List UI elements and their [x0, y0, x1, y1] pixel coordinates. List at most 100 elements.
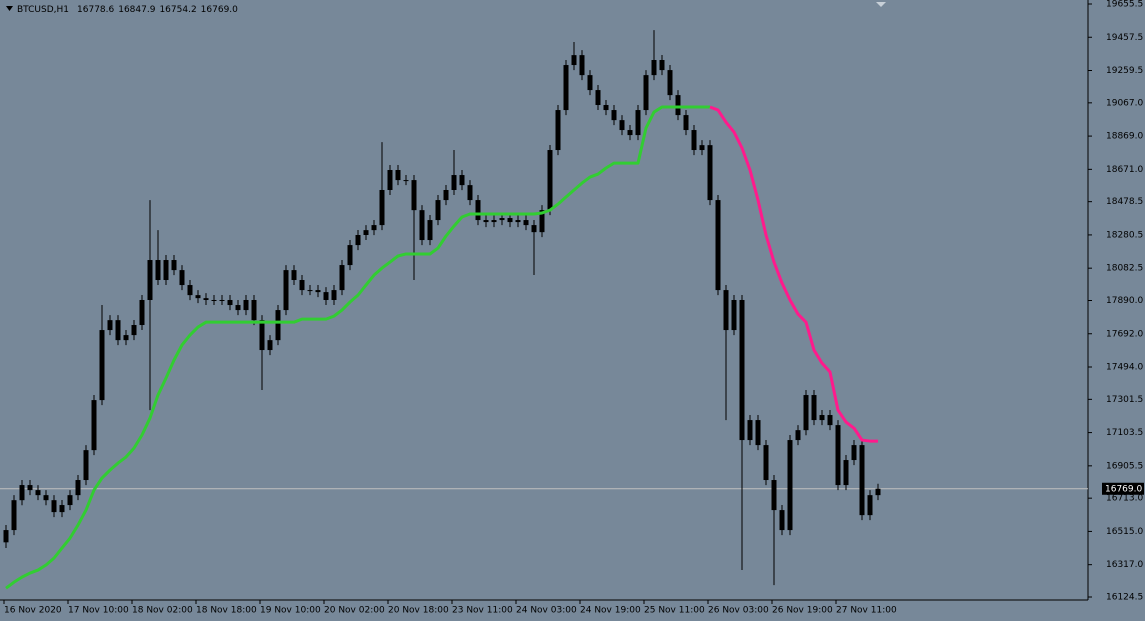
candle-body [651, 60, 657, 76]
candle-body [211, 299, 217, 301]
candle-body [219, 299, 225, 301]
x-tick-label: 23 Nov 11:00 [452, 606, 513, 616]
candle-body [491, 220, 497, 223]
last-price-box [1102, 482, 1144, 495]
candle-body [307, 290, 313, 292]
candle-body [11, 500, 17, 531]
candle-body [555, 110, 561, 151]
candle-body [187, 285, 193, 296]
symbol-arrow [6, 6, 13, 11]
candle-body [371, 225, 377, 231]
candle-body [419, 210, 425, 241]
candle-body [731, 299, 737, 331]
candle-body [659, 60, 665, 71]
candle-body [579, 55, 585, 76]
chart-header: BTCUSD,H1 16778.6 16847.9 16754.2 16769.0 [17, 5, 238, 15]
candle-body [107, 320, 113, 331]
y-tick-label: 16515.0 [1106, 527, 1143, 537]
candle-body [755, 420, 761, 446]
candle-body [395, 170, 401, 181]
candle-body [523, 220, 529, 226]
candle-body [347, 245, 353, 266]
candle-body [691, 130, 697, 151]
candle-body [843, 460, 849, 486]
candle-body [811, 395, 817, 421]
candle-body [803, 395, 809, 431]
candle-body [411, 180, 417, 211]
candle-body [875, 488, 881, 496]
x-tick-label: 18 Nov 18:00 [196, 606, 257, 616]
x-tick-label: 16 Nov 2020 [4, 606, 62, 616]
y-tick-label: 18280.5 [1106, 230, 1143, 240]
candle-body [443, 189, 449, 201]
y-tick-label: 17301.5 [1106, 395, 1143, 405]
x-tick-label: 19 Nov 10:00 [260, 606, 321, 616]
candle-body [203, 298, 209, 300]
y-tick-label: 17103.5 [1106, 428, 1143, 438]
candle-body [315, 290, 321, 293]
candle-body [339, 265, 345, 291]
x-tick-label: 24 Nov 03:00 [516, 606, 577, 616]
candle-body [515, 220, 521, 223]
candle-body [787, 440, 793, 531]
candle-body [291, 270, 297, 281]
candle-body [379, 189, 385, 226]
candle-body [323, 292, 329, 300]
candle-body [355, 235, 361, 246]
y-tick-label: 16317.0 [1106, 560, 1143, 570]
candle-body [611, 110, 617, 121]
candle-body [115, 320, 121, 341]
candle-body [163, 260, 169, 281]
y-tick-label: 18671.0 [1106, 165, 1143, 175]
symbol: BTCUSD,H1 [17, 5, 69, 15]
header-value: 16847.9 [118, 5, 155, 15]
header-value: 16769.0 [201, 5, 238, 15]
candle-body [499, 218, 505, 221]
header-value: 16754.2 [159, 5, 196, 15]
candle-body [539, 210, 545, 233]
candle-body [75, 480, 81, 496]
candle-body [275, 310, 281, 341]
last-price-label: 16769.0 [1105, 484, 1142, 494]
y-tick-label: 17890.0 [1106, 296, 1143, 306]
x-tick-label: 24 Nov 19:00 [580, 606, 641, 616]
candle-body [595, 90, 601, 106]
x-tick-label: 27 Nov 11:00 [836, 606, 897, 616]
x-tick-label: 18 Nov 02:00 [132, 606, 193, 616]
candle-body [123, 335, 129, 341]
candle-body [747, 420, 753, 441]
candle-body [83, 450, 89, 481]
candle-body [19, 485, 25, 501]
candle-body [827, 415, 833, 426]
x-tick-label: 20 Nov 02:00 [324, 606, 385, 616]
candle-body [683, 115, 689, 131]
candle-body [467, 185, 473, 201]
candle-body [819, 415, 825, 421]
candle-body [667, 70, 673, 96]
candle-body [195, 295, 201, 299]
candle-body [507, 218, 513, 223]
candle-body [459, 175, 465, 186]
x-tick-label: 17 Nov 10:00 [68, 606, 129, 616]
candle-body [427, 220, 433, 241]
candle-body [267, 340, 273, 351]
candle-body [299, 280, 305, 291]
candle-body [283, 270, 289, 311]
candle-body [635, 110, 641, 136]
y-tick-label: 17494.0 [1106, 363, 1143, 373]
y-tick-label: 19259.5 [1106, 66, 1143, 76]
candle-body [547, 150, 553, 211]
candle-body [91, 400, 97, 451]
candle-body [235, 305, 241, 311]
y-tick-label: 19457.5 [1106, 33, 1143, 43]
candle-body [715, 200, 721, 291]
candle-body [603, 105, 609, 111]
candle-body [147, 260, 153, 300]
candle-body [771, 480, 777, 511]
x-tick-label: 26 Nov 19:00 [772, 606, 833, 616]
candle-body [59, 505, 65, 513]
candle-body [363, 230, 369, 236]
